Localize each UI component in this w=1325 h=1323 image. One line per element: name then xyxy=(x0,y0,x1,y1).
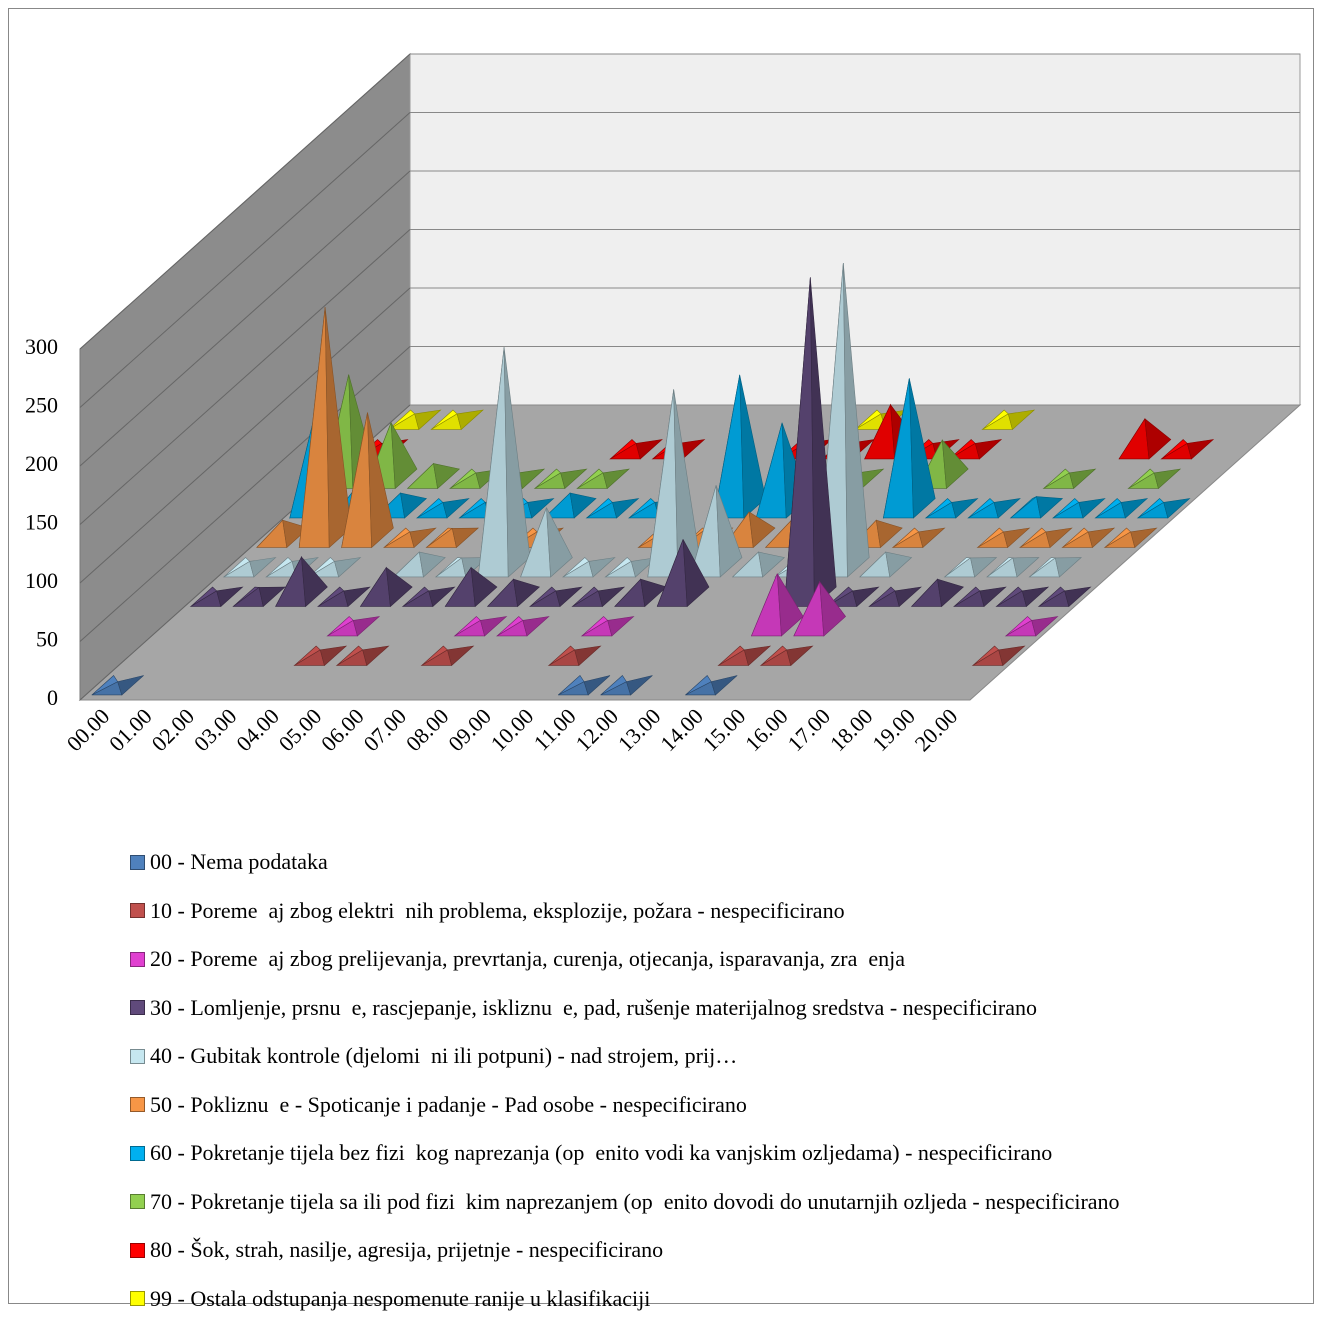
legend-swatch xyxy=(130,1194,145,1209)
chart: 0 50 100 150 200 250 300 00.0001.0002.0003.0004… xyxy=(0,0,1325,830)
legend-item: 70 - Pokretanje tijela sa ili pod fizi k… xyxy=(130,1178,1120,1227)
legend-label: 00 - Nema podataka xyxy=(150,849,328,875)
x-tick-label: 06.00 xyxy=(316,703,369,756)
y-tick-label: 100 xyxy=(25,568,58,593)
x-tick-label: 01.00 xyxy=(104,703,157,756)
legend-item: 50 - Pokliznu e - Spoticanje i padanje -… xyxy=(130,1081,1120,1130)
legend-swatch xyxy=(130,1097,145,1112)
x-tick-label: 02.00 xyxy=(146,703,199,756)
x-tick-label: 04.00 xyxy=(231,703,284,756)
y-tick-label: 0 xyxy=(47,685,58,710)
x-tick-label: 17.00 xyxy=(782,703,835,756)
legend-label: 80 - Šok, strah, nasilje, agresija, prij… xyxy=(150,1237,663,1263)
y-tick-label: 150 xyxy=(25,510,58,535)
y-tick-label: 50 xyxy=(36,627,58,652)
legend-swatch xyxy=(130,855,145,870)
legend-swatch xyxy=(130,952,145,967)
legend-swatch xyxy=(130,1243,145,1258)
x-tick-label: 18.00 xyxy=(825,703,878,756)
legend-swatch xyxy=(130,903,145,918)
x-tick-label: 12.00 xyxy=(570,703,623,756)
x-tick-label: 08.00 xyxy=(401,703,454,756)
legend-item: 00 - Nema podataka xyxy=(130,838,1120,887)
legend-item: 80 - Šok, strah, nasilje, agresija, prij… xyxy=(130,1226,1120,1275)
legend-item: 99 - Ostala odstupanja nespomenute ranij… xyxy=(130,1275,1120,1323)
legend-swatch xyxy=(130,1000,145,1015)
legend-label: 30 - Lomljenje, prsnu e, rascjepanje, is… xyxy=(150,995,1037,1021)
legend-swatch xyxy=(130,1049,145,1064)
legend-label: 70 - Pokretanje tijela sa ili pod fizi k… xyxy=(150,1189,1120,1215)
x-tick-label: 05.00 xyxy=(274,703,327,756)
y-tick-label: 200 xyxy=(25,451,58,476)
x-tick-label: 10.00 xyxy=(486,703,539,756)
legend-item: 40 - Gubitak kontrole (djelomi ni ili po… xyxy=(130,1032,1120,1081)
x-tick-label: 03.00 xyxy=(189,703,242,756)
legend: 00 - Nema podataka 10 - Poreme aj zbog el… xyxy=(130,838,1120,1323)
legend-label: 20 - Poreme aj zbog prelijevanja, prevrt… xyxy=(150,946,905,972)
legend-item: 10 - Poreme aj zbog elektri nih problema… xyxy=(130,887,1120,936)
legend-swatch xyxy=(130,1146,145,1161)
x-tick-label: 07.00 xyxy=(358,703,411,756)
y-tick-label: 300 xyxy=(25,334,58,359)
legend-label: 10 - Poreme aj zbog elektri nih problema… xyxy=(150,898,845,924)
legend-item: 30 - Lomljenje, prsnu e, rascjepanje, is… xyxy=(130,984,1120,1033)
legend-label: 99 - Ostala odstupanja nespomenute ranij… xyxy=(150,1286,650,1312)
legend-item: 60 - Pokretanje tijela bez fizi kog napr… xyxy=(130,1129,1120,1178)
x-tick-label: 20.00 xyxy=(910,703,963,756)
legend-label: 40 - Gubitak kontrole (djelomi ni ili po… xyxy=(150,1043,737,1069)
x-tick-label: 11.00 xyxy=(529,703,581,755)
x-tick-label: 14.00 xyxy=(655,703,708,756)
x-tick-label: 15.00 xyxy=(698,703,751,756)
x-tick-label: 13.00 xyxy=(613,703,666,756)
legend-label: 50 - Pokliznu e - Spoticanje i padanje -… xyxy=(150,1092,747,1118)
x-tick-label: 09.00 xyxy=(443,703,496,756)
x-tick-label: 16.00 xyxy=(740,703,793,756)
legend-label: 60 - Pokretanje tijela bez fizi kog napr… xyxy=(150,1140,1052,1166)
x-tick-label: 19.00 xyxy=(867,703,920,756)
legend-swatch xyxy=(130,1291,145,1306)
x-tick-label: 00.00 xyxy=(62,703,115,756)
y-tick-label: 250 xyxy=(25,393,58,418)
legend-item: 20 - Poreme aj zbog prelijevanja, prevrt… xyxy=(130,935,1120,984)
